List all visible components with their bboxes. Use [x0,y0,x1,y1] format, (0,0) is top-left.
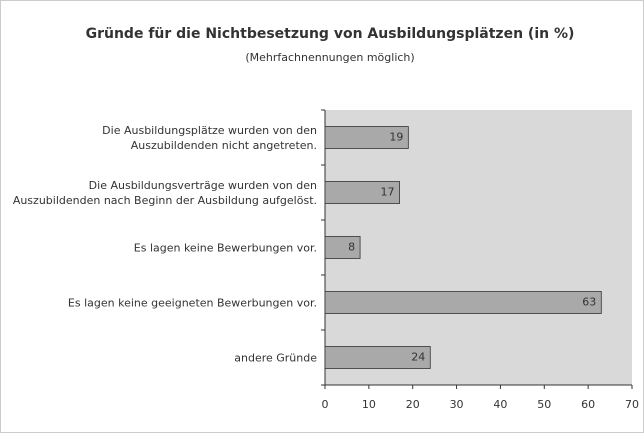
value-label: 17 [381,186,395,199]
chart-subtitle: (Mehrfachnennungen möglich) [245,51,414,64]
bar [324,181,400,204]
category-label: Die Ausbildungsplätze wurden von den Aus… [102,123,317,152]
value-label: 8 [348,241,355,254]
category-label: Es lagen keine Bewerbungen vor. [133,241,317,254]
x-tick-label: 40 [493,398,507,411]
x-tick-label: 10 [362,398,376,411]
value-label: 63 [582,296,596,309]
x-tick-label: 60 [581,398,595,411]
plot-area [325,110,632,385]
bar [324,126,409,149]
category-label: Es lagen keine geeigneten Bewerbungen vo… [67,296,317,309]
category-label: Die Ausbildungsverträge wurden von den A… [12,178,317,207]
x-tick-label: 70 [625,398,639,411]
x-tick-label: 30 [450,398,464,411]
category-label: andere Gründe [234,351,317,364]
x-tick-label: 50 [537,398,551,411]
bar [324,346,431,369]
bar [324,236,361,259]
x-tick-label: 20 [406,398,420,411]
value-label: 19 [389,131,403,144]
bar [324,291,602,314]
chart-title: Gründe für die Nichtbesetzung von Ausbil… [86,26,575,42]
x-tick-label: 0 [322,398,329,411]
value-label: 24 [411,351,425,364]
